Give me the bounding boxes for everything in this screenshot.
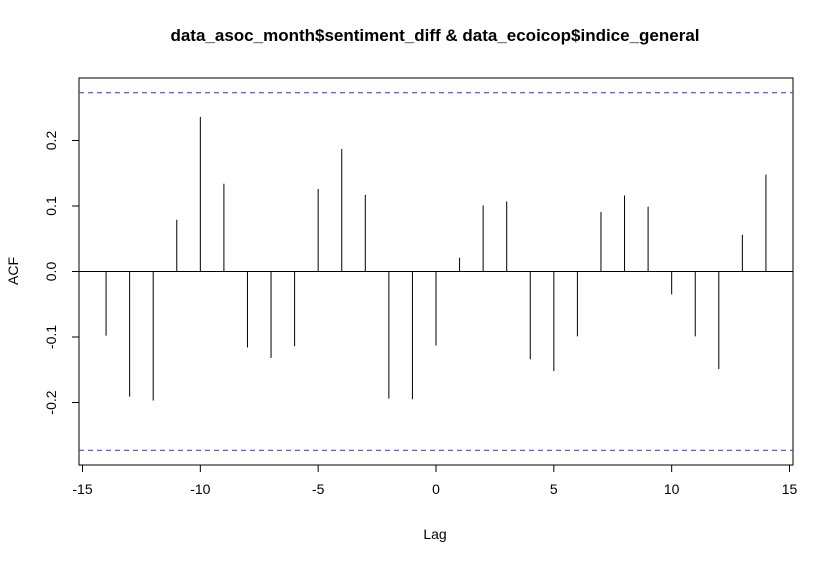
confidence-bounds (79, 92, 793, 451)
y-axis: -0.2 -0.1 0.0 0.1 0.2 (43, 131, 80, 415)
x-axis: -15 -10 -5 0 5 10 15 (72, 464, 798, 497)
x-tick-label: 15 (782, 481, 798, 497)
x-axis-label: Lag (423, 526, 446, 542)
x-tick-label: 5 (550, 481, 558, 497)
x-tick-label: -5 (312, 481, 325, 497)
y-tick-label: -0.2 (43, 390, 59, 414)
x-tick-label: -10 (190, 481, 210, 497)
y-tick-label: -0.1 (43, 325, 59, 349)
y-tick-label: 0.0 (43, 262, 59, 282)
x-tick-label: 0 (432, 481, 440, 497)
x-tick-label: 10 (664, 481, 680, 497)
y-tick-label: 0.1 (43, 196, 59, 216)
chart-title: data_asoc_month$sentiment_diff & data_ec… (170, 26, 699, 45)
y-axis-label: ACF (5, 257, 21, 285)
y-tick-label: 0.2 (43, 131, 59, 151)
ccf-bars (105, 116, 767, 401)
x-tick-label: -15 (72, 481, 92, 497)
